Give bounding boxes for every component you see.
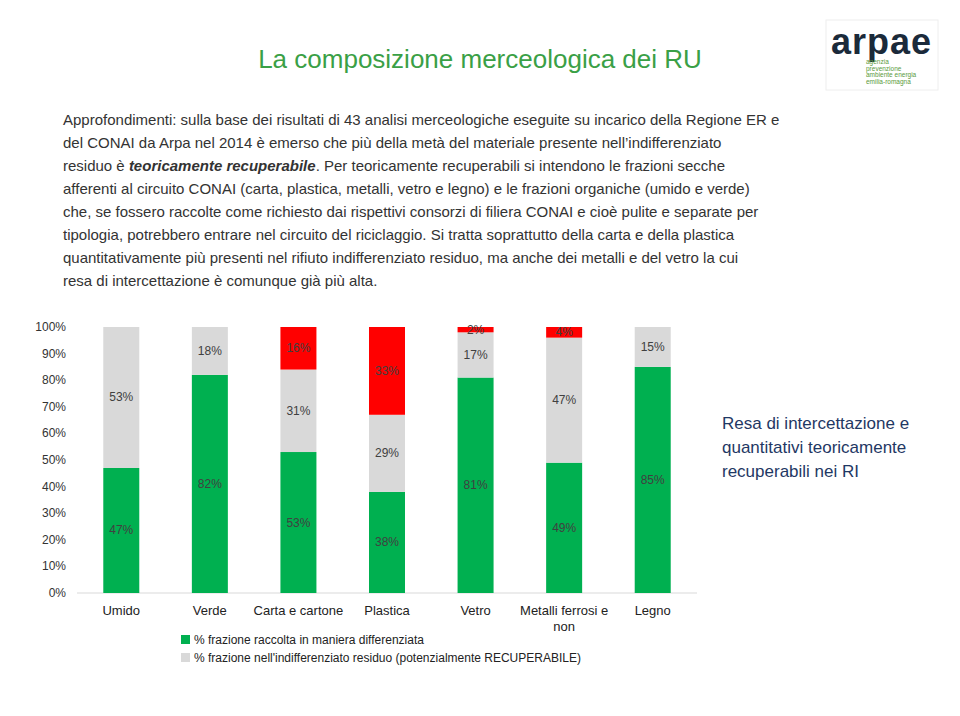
data-label: 47%: [552, 393, 576, 407]
y-tick-label: 50%: [42, 453, 66, 467]
intro-line: tipologia, potrebbero entrare nel circui…: [63, 223, 779, 246]
y-tick-label: 90%: [42, 347, 66, 361]
data-label: 4%: [555, 325, 573, 339]
title: La composizione merceologica dei RU: [0, 44, 960, 75]
intro-line: afferenti al circuito CONAI (carta, plas…: [63, 177, 779, 200]
bars: [103, 327, 670, 593]
text-run: quantitativamente più presenti nel rifiu…: [63, 249, 738, 266]
x-tick-label: Plastica: [339, 603, 435, 619]
annotation-line: Resa di intercettazione e: [722, 412, 909, 436]
intro-line: residuo è teoricamente recuperabile. Per…: [63, 154, 779, 177]
legend: % frazione raccolta in maniera differenz…: [181, 633, 581, 665]
intro-paragraph: Approfondimenti: sulla base dei risultat…: [63, 108, 779, 292]
bar-segment: [369, 415, 405, 492]
bar-segment: [458, 378, 494, 593]
data-label: 53%: [286, 516, 310, 530]
bar-segment: [546, 463, 582, 593]
text-run: residuo è: [63, 157, 129, 174]
intro-line: che, se fossero raccolte come richiesto …: [63, 200, 779, 223]
data-labels: 47% 53% 82% 18% 53% 31% 16% 38% 29% 33% 81% 17% 2% 49…: [109, 323, 665, 550]
bar-segment: [369, 492, 405, 593]
legend-swatch: [181, 635, 190, 644]
y-tick-label: 10%: [42, 559, 66, 573]
data-label: 49%: [552, 521, 576, 535]
y-tick-label: 80%: [42, 373, 66, 387]
data-label: 29%: [375, 446, 399, 460]
data-label: 18%: [198, 344, 222, 358]
y-tick-label: 70%: [42, 400, 66, 414]
data-label: 31%: [286, 404, 310, 418]
legend-label: % frazione nell'indifferenziato residuo …: [194, 651, 581, 665]
x-tick-label: Vetro: [428, 603, 524, 619]
text-run: afferenti al circuito CONAI (carta, plas…: [63, 180, 750, 197]
text-run: Approfondimenti: sulla base dei risultat…: [63, 111, 779, 128]
data-label: 17%: [464, 348, 488, 362]
bar-segment: [546, 338, 582, 463]
y-tick-label: 40%: [42, 480, 66, 494]
y-tick-label: 0%: [49, 586, 67, 600]
x-tick-label: Verde: [162, 603, 258, 619]
logo-line: emilia-romagna: [866, 78, 911, 86]
data-label: 81%: [464, 478, 488, 492]
x-tick-label: Umido: [73, 603, 169, 619]
intro-line: resa di intercettazione è comunque già p…: [63, 269, 779, 292]
legend-swatch: [181, 653, 190, 662]
text-run: resa di intercettazione è comunque già p…: [63, 272, 377, 289]
intro-line: Approfondimenti: sulla base dei risultat…: [63, 108, 779, 131]
bar-segment: [103, 468, 139, 593]
bar-segment: [192, 375, 228, 593]
logo-box: [826, 20, 938, 90]
intro-line: quantitativamente più presenti nel rifiu…: [63, 246, 779, 269]
annotation-line: recuperabili nei RI: [722, 460, 909, 484]
y-tick-label: 100%: [35, 320, 66, 334]
x-tick-label: Metalli ferrosi e non: [516, 603, 612, 635]
data-label: 85%: [641, 473, 665, 487]
bar-segment: [635, 327, 671, 367]
x-tick-label: Legno: [605, 603, 701, 619]
page: {"header": {"title": "La composizione me…: [0, 0, 960, 716]
bar-segment: [280, 452, 316, 593]
text-run: tipologia, potrebbero entrare nel circui…: [63, 226, 734, 243]
data-label: 15%: [641, 340, 665, 354]
data-label: 33%: [375, 364, 399, 378]
data-label: 47%: [109, 523, 133, 537]
y-tick-label: 30%: [42, 506, 66, 520]
annotation: Resa di intercettazione equantitativi te…: [722, 412, 909, 484]
bar-segment: [192, 327, 228, 375]
intro-line: del CONAI da Arpa nel 2014 è emerso che …: [63, 131, 779, 154]
data-label: 16%: [286, 341, 310, 355]
bar-segment: [369, 327, 405, 415]
data-label: 82%: [198, 477, 222, 491]
annotation-line: quantitativi teoricamente: [722, 436, 909, 460]
text-run: che, se fossero raccolte come richiesto …: [63, 203, 758, 220]
y-tick-label: 20%: [42, 533, 66, 547]
data-label: 2%: [467, 323, 485, 337]
logo-name: arpae: [831, 21, 931, 62]
data-label: 38%: [375, 535, 399, 549]
bar-segment: [103, 327, 139, 468]
emphasis: teoricamente recuperabile: [129, 157, 316, 174]
x-tick-label: Carta e cartone: [250, 603, 346, 619]
text-run: . Per teoricamente recuperabili si inten…: [316, 157, 725, 174]
bar-segment: [458, 332, 494, 377]
bar-segment: [280, 370, 316, 452]
bar-segment: [635, 367, 671, 593]
data-label: 53%: [109, 390, 133, 404]
legend-label: % frazione raccolta in maniera differenz…: [194, 633, 424, 647]
logo: arpaeagenziaprevenzioneambiente energiae…: [826, 20, 938, 90]
text-run: del CONAI da Arpa nel 2014 è emerso che …: [63, 134, 721, 151]
y-tick-label: 60%: [42, 426, 66, 440]
bar-segment: [280, 327, 316, 370]
